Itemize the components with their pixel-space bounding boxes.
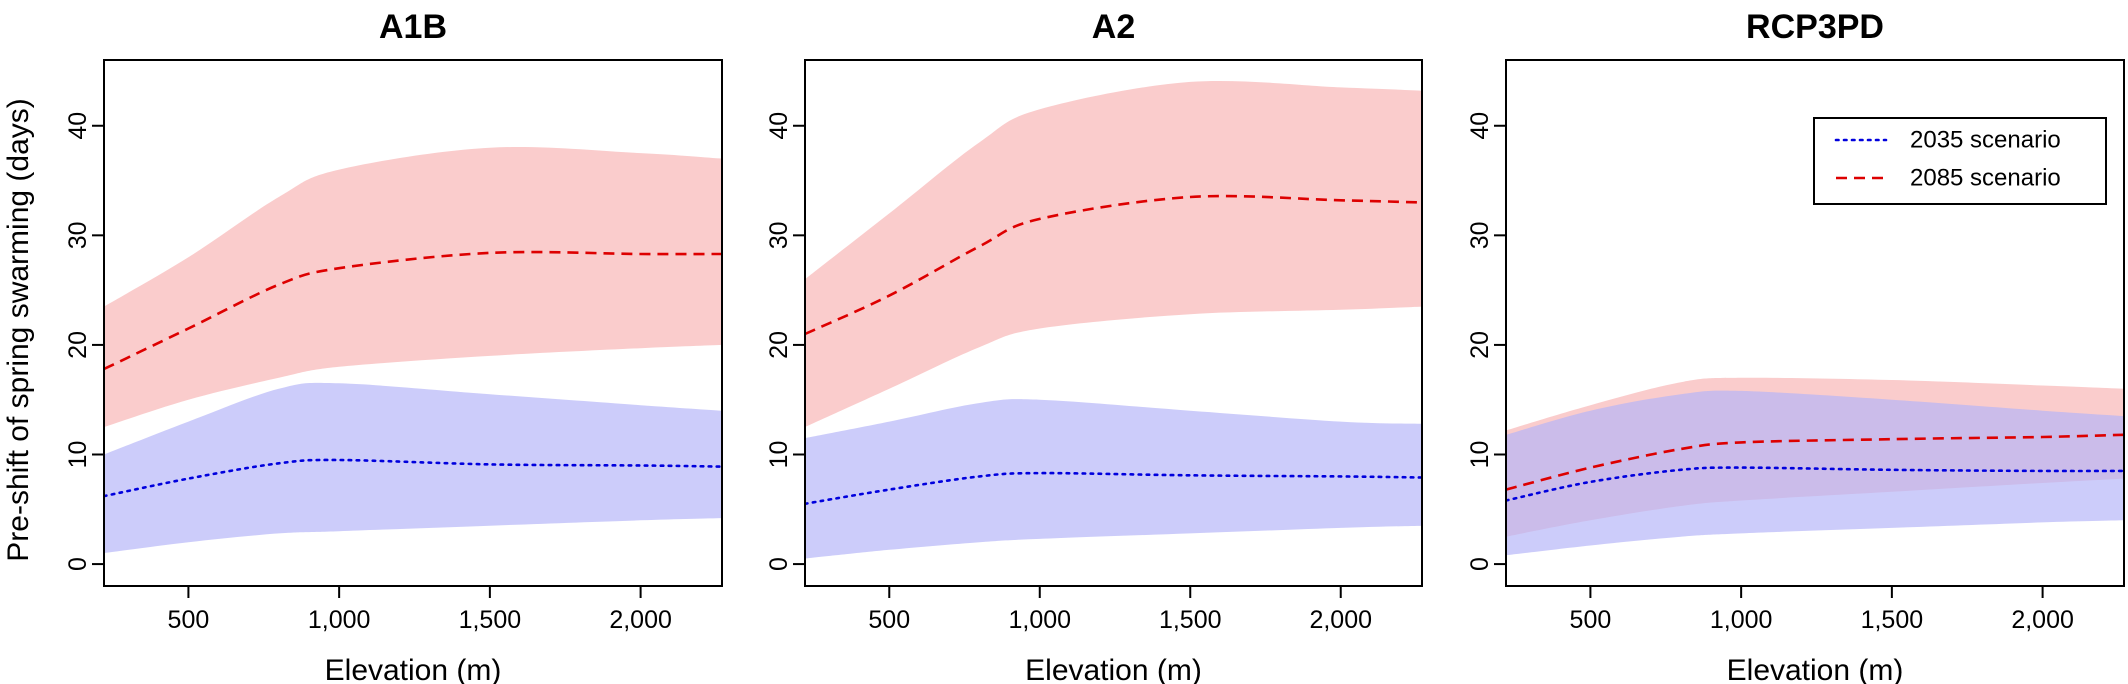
y-tick-label: 20 [1466,331,1494,359]
legend-box [1813,117,2107,205]
legend-label: 2035 scenario [1910,127,2061,154]
panel-rcp3pd: RCP3PD 0 10 20 30 40 500 1,000 1,500 2,000 Elevati… [1466,8,2125,684]
y-tick-label: 30 [64,221,92,249]
x-axis-label: Elevation (m) [1025,654,1202,684]
y-tick-label: 10 [765,441,793,469]
plot-area [805,80,1422,559]
x-tick-label: 1,000 [308,606,371,634]
confidence-band-2085 [104,147,722,428]
plot-frame [103,59,723,587]
x-tick-label: 1,000 [1008,606,1071,634]
y-tick-label: 0 [1466,557,1494,571]
plot-area [1506,377,2124,556]
x-tick-label: 1,500 [1861,606,1924,634]
confidence-band-2035 [1506,390,2124,556]
confidence-band-2035 [104,382,722,554]
line-2035 [104,458,722,498]
line-2085 [805,194,1422,336]
confidence-band-2035 [805,399,1422,559]
panel-title: RCP3PD [1746,8,1884,46]
x-tick-label: 1,500 [1159,606,1222,634]
x-axis-label: Elevation (m) [325,654,502,684]
line-2085 [104,250,722,371]
y-axis-label: Pre-shift of spring swarming (days) [2,98,35,561]
y-tick-label: 20 [64,331,92,359]
y-tick-label: 40 [1466,112,1494,140]
x-tick-label: 500 [168,606,210,634]
y-tick-label: 20 [765,331,793,359]
y-tick-label: 40 [765,112,793,140]
plot-frame [1505,59,2125,587]
y-tick-label: 30 [1466,221,1494,249]
y-tick-label: 10 [64,441,92,469]
panel-title: A1B [379,8,447,46]
y-tick-label: 30 [765,221,793,249]
panel-a1b: A1B 0 10 20 30 40 500 1,000 1,500 2,000 Elevation … [64,8,723,684]
y-tick-label: 10 [1466,441,1494,469]
y-tick-label: 40 [64,112,92,140]
x-tick-label: 500 [1570,606,1612,634]
x-tick-label: 1,000 [1710,606,1773,634]
line-2085 [1506,433,2124,491]
panels: A1B 0 10 20 30 40 500 1,000 1,500 2,000 Elevation … [64,8,2125,684]
y-tick-label: 0 [765,557,793,571]
legend-label: 2085 scenario [1910,165,2061,192]
x-tick-label: 2,000 [2011,606,2074,634]
legend: 2035 scenario 2085 scenario [1813,117,2107,205]
panel-a2: A2 0 10 20 30 40 500 1,000 1,500 2,000 Elevation (… [765,8,1423,684]
line-2035 [1506,466,2124,502]
x-axis-label: Elevation (m) [1727,654,1904,684]
panel-title: A2 [1092,8,1135,46]
plot-frame [804,59,1423,587]
plot-area [104,147,722,554]
x-tick-label: 2,000 [1309,606,1372,634]
x-tick-label: 500 [868,606,910,634]
x-tick-label: 2,000 [609,606,672,634]
line-2035 [805,471,1422,506]
y-tick-label: 0 [64,557,92,571]
confidence-band-2085 [805,80,1422,428]
x-tick-label: 1,500 [459,606,522,634]
